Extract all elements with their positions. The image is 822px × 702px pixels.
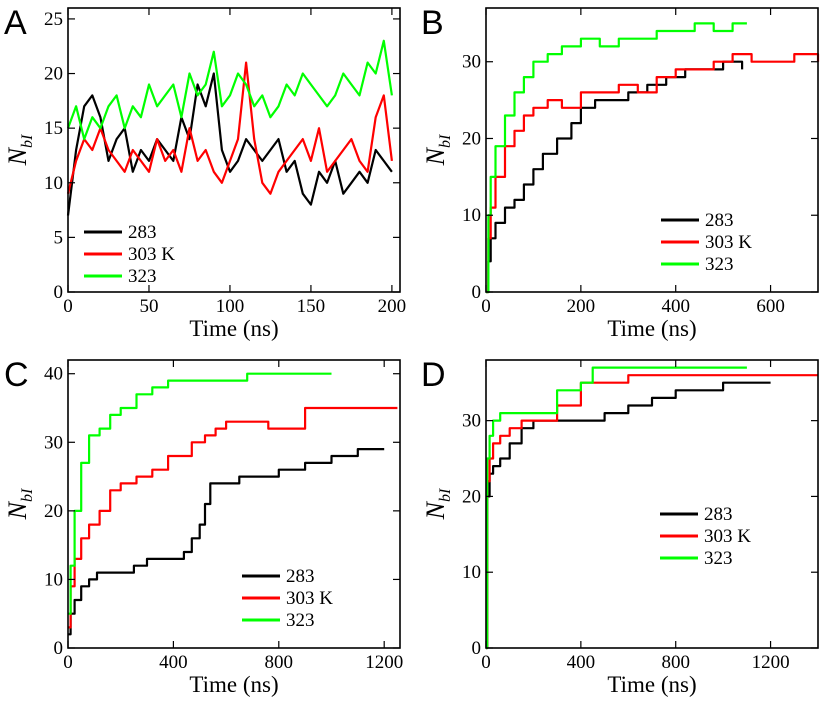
- panel-letter-a: A: [4, 4, 27, 42]
- x-tick-label: 400: [661, 296, 690, 317]
- y-tick-label: 0: [54, 282, 64, 303]
- x-tick-label: 100: [216, 296, 245, 317]
- panel-letter-c: C: [4, 356, 29, 394]
- y-axis-title-subscript: bI: [19, 488, 36, 502]
- x-tick-label: 1200: [752, 652, 790, 673]
- y-tick-label: 25: [44, 9, 63, 30]
- series-line-283: [66, 72, 393, 216]
- x-tick-label: 0: [63, 652, 73, 673]
- y-tick-label: 0: [54, 638, 64, 659]
- y-tick-label: 20: [462, 486, 481, 507]
- series-line-323: [486, 22, 747, 294]
- legend-label: 323: [286, 610, 315, 631]
- x-tick-label: 0: [481, 652, 491, 673]
- x-tick-label: 1200: [365, 652, 403, 673]
- y-tick-label: 20: [44, 501, 63, 522]
- plot-frame: [485, 7, 819, 293]
- series-line-283: [68, 448, 385, 636]
- legend-label: 283: [704, 504, 733, 525]
- y-axis-title-main: N: [3, 500, 32, 520]
- y-tick-label: 10: [462, 205, 481, 226]
- y-tick-label: 20: [462, 128, 481, 149]
- y-tick-label: 30: [462, 52, 481, 73]
- legend-label: 283: [705, 210, 734, 231]
- x-tick-label: 800: [265, 652, 294, 673]
- x-tick-label: 400: [159, 652, 188, 673]
- y-axis-title-main: N: [421, 146, 450, 166]
- y-tick-label: 40: [44, 364, 63, 385]
- y-axis-title: NbI: [421, 488, 454, 520]
- legend-label: 303 K: [704, 526, 751, 547]
- y-axis-title-subscript: bI: [437, 134, 454, 148]
- y-axis-title: NbI: [3, 134, 36, 166]
- y-tick-label: 5: [54, 227, 64, 248]
- y-axis-title-main: N: [421, 500, 450, 520]
- series-line-323: [486, 366, 747, 650]
- series-line-303k: [68, 406, 398, 629]
- x-tick-label: 600: [756, 296, 785, 317]
- panel-letter-b: B: [421, 4, 444, 42]
- x-tick-label: 0: [481, 296, 491, 317]
- legend-label: 323: [705, 254, 734, 275]
- x-tick-label: 150: [297, 296, 326, 317]
- plot-frame: [67, 359, 401, 649]
- y-tick-label: 20: [44, 64, 63, 85]
- y-tick-label: 10: [44, 569, 63, 590]
- y-tick-label: 0: [472, 282, 482, 303]
- series-line-323: [66, 39, 393, 141]
- y-tick-label: 0: [472, 638, 482, 659]
- panel-letter-d: D: [421, 356, 446, 394]
- y-axis-title: NbI: [421, 134, 454, 166]
- x-tick-label: 200: [567, 296, 596, 317]
- legend-label: 323: [128, 266, 157, 287]
- x-axis-title: Time (ns): [189, 672, 278, 697]
- panel-a: A 0 50 100 150 200 0 5 10 15 20 25 Time (ns) NbI 28330…: [3, 4, 406, 341]
- y-axis-title: NbI: [3, 488, 36, 520]
- legend-label: 303 K: [705, 232, 752, 253]
- legend-label: 323: [704, 548, 733, 569]
- y-tick-label: 10: [44, 173, 63, 194]
- x-axis-title: Time (ns): [607, 672, 696, 697]
- series-line-303k: [486, 53, 820, 294]
- panel-c: C 0 400 800 1200 0 10 20 30 40 Time (ns) NbI 283303 …: [3, 356, 403, 697]
- y-tick-label: 10: [462, 562, 481, 583]
- x-tick-label: 50: [139, 296, 158, 317]
- plot-frame: [67, 7, 401, 293]
- x-axis-title: Time (ns): [607, 316, 696, 341]
- y-axis-title-subscript: bI: [437, 488, 454, 502]
- legend-label: 283: [128, 222, 157, 243]
- series-line-283: [486, 60, 744, 294]
- legend-label: 303 K: [128, 244, 175, 265]
- series-line-303k: [486, 374, 818, 650]
- x-tick-label: 0: [63, 296, 73, 317]
- y-tick-label: 15: [44, 118, 63, 139]
- series-line-303k: [66, 61, 393, 195]
- y-axis-title-main: N: [3, 146, 32, 166]
- x-axis-title: Time (ns): [189, 316, 278, 341]
- series-line-323: [68, 372, 332, 615]
- y-tick-label: 30: [44, 432, 63, 453]
- x-tick-label: 800: [661, 652, 690, 673]
- y-axis-title-subscript: bI: [19, 134, 36, 148]
- x-tick-label: 400: [567, 652, 596, 673]
- plot-frame: [485, 359, 819, 649]
- legend-label: 303 K: [286, 588, 333, 609]
- y-tick-label: 30: [462, 411, 481, 432]
- legend-label: 283: [286, 566, 315, 587]
- x-tick-label: 200: [378, 296, 407, 317]
